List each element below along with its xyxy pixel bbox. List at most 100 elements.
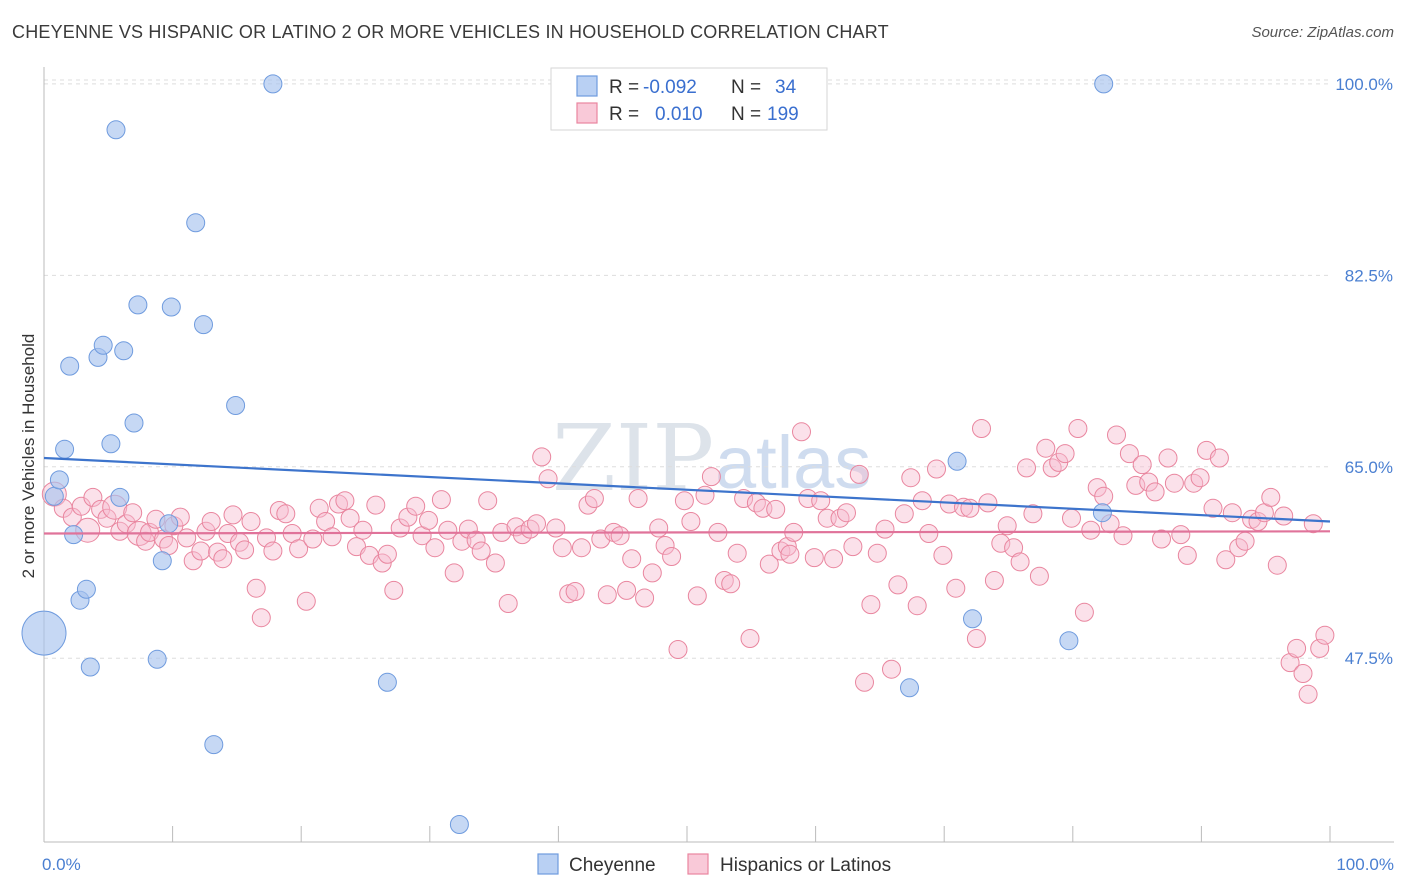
hispanic-point-107 bbox=[734, 489, 754, 508]
hispanic-point-82 bbox=[572, 538, 591, 558]
bottom-legend-label-cheyenne: Cheyenne bbox=[569, 855, 656, 876]
hispanic-point-133 bbox=[901, 468, 921, 488]
cheyenne-point-18 bbox=[152, 551, 172, 571]
hispanic-point-189 bbox=[1261, 487, 1281, 507]
cheyenne-point-1 bbox=[44, 486, 64, 506]
y-axis-label: 2 or more Vehicles in Household bbox=[19, 334, 38, 579]
cheyenne-point-23 bbox=[204, 735, 224, 755]
legend-box: R = -0.092 N = 34 R = 0.010 N = 199 bbox=[550, 67, 828, 131]
hispanic-point-121 bbox=[824, 549, 844, 569]
hispanic-point-125 bbox=[849, 464, 869, 484]
y-tick-label-3: 47.5% bbox=[1345, 649, 1393, 668]
hispanic-point-44 bbox=[322, 527, 342, 547]
cheyenne-point-7 bbox=[76, 579, 96, 599]
hispanic-point-132 bbox=[894, 504, 914, 524]
y-tick-label-2: 65.0% bbox=[1345, 458, 1393, 477]
hispanic-point-177 bbox=[1184, 473, 1204, 493]
hispanic-point-11 bbox=[123, 503, 143, 523]
cheyenne-point-4 bbox=[60, 356, 80, 376]
hispanic-point-159 bbox=[1068, 419, 1088, 438]
hispanic-point-39 bbox=[289, 539, 309, 559]
hispanic-point-20 bbox=[177, 528, 197, 548]
hispanic-point-138 bbox=[933, 545, 953, 565]
hispanic-point-57 bbox=[406, 496, 426, 516]
hispanic-point-142 bbox=[960, 498, 980, 518]
cheyenne-point-3 bbox=[55, 439, 75, 459]
legend-swatch-cheyenne bbox=[576, 75, 598, 97]
cheyenne-point-21 bbox=[186, 213, 206, 233]
hispanic-point-56 bbox=[398, 507, 418, 527]
bottom-legend-label-hispanic: Hispanics or Latinos bbox=[720, 855, 891, 876]
hispanic-point-192 bbox=[1280, 653, 1300, 673]
hispanic-point-84 bbox=[584, 489, 604, 508]
hispanic-point-78 bbox=[546, 518, 566, 538]
hispanic-point-62 bbox=[438, 520, 458, 540]
hispanic-point-108 bbox=[740, 629, 760, 648]
bottom-legend: Cheyenne Hispanics or Latinos bbox=[537, 853, 891, 876]
x-tick-label-max: 100.0% bbox=[1336, 855, 1394, 874]
hispanic-point-47 bbox=[340, 508, 360, 528]
hispanic-point-68 bbox=[478, 491, 498, 511]
hispanic-point-158 bbox=[1062, 508, 1081, 528]
hispanic-point-130 bbox=[882, 659, 901, 679]
hispanic-point-169 bbox=[1132, 455, 1152, 475]
cheyenne-point-30 bbox=[963, 609, 982, 629]
cheyenne-point-8 bbox=[80, 657, 100, 677]
hispanic-point-145 bbox=[978, 493, 998, 513]
hispanic-point-146 bbox=[984, 571, 1004, 590]
hispanic-point-51 bbox=[366, 495, 386, 515]
hispanic-point-157 bbox=[1055, 444, 1075, 464]
hispanic-point-26 bbox=[213, 549, 233, 569]
hispanic-point-40 bbox=[296, 591, 316, 611]
hispanic-point-147 bbox=[991, 533, 1011, 553]
hispanic-point-127 bbox=[861, 595, 881, 615]
hispanic-point-102 bbox=[701, 467, 721, 487]
hispanic-point-154 bbox=[1036, 438, 1056, 458]
hispanic-point-194 bbox=[1293, 664, 1313, 683]
hispanic-point-53 bbox=[377, 544, 397, 564]
hispanic-point-33 bbox=[251, 608, 271, 628]
hispanic-point-116 bbox=[792, 422, 811, 442]
hispanic-point-168 bbox=[1126, 475, 1146, 495]
cheyenne-point-12 bbox=[106, 120, 126, 140]
hispanic-point-89 bbox=[617, 580, 637, 600]
cheyenne-point-33 bbox=[1094, 74, 1114, 94]
hispanic-point-31 bbox=[241, 512, 261, 531]
hispanic-point-178 bbox=[1190, 468, 1210, 488]
hispanic-point-165 bbox=[1107, 425, 1126, 445]
hispanic-point-118 bbox=[804, 548, 824, 568]
hispanic-point-23 bbox=[196, 521, 216, 541]
hispanic-point-41 bbox=[303, 529, 323, 549]
hispanic-point-95 bbox=[655, 536, 675, 555]
bottom-legend-swatch-hispanic bbox=[687, 853, 709, 875]
hispanic-point-76 bbox=[532, 447, 552, 467]
x-tick-label-min: 0.0% bbox=[42, 855, 81, 874]
legend-r-value-1: -0.092 bbox=[643, 77, 697, 98]
hispanic-point-134 bbox=[907, 596, 927, 616]
hispanic-point-91 bbox=[628, 489, 648, 508]
hispanic-point-136 bbox=[919, 524, 939, 543]
hispanic-point-167 bbox=[1119, 444, 1139, 464]
hispanic-point-198 bbox=[1315, 625, 1335, 645]
hispanic-point-199 bbox=[780, 544, 800, 564]
hispanic-point-99 bbox=[681, 512, 701, 531]
hispanic-point-94 bbox=[649, 518, 669, 538]
hispanic-point-59 bbox=[419, 510, 438, 530]
hispanic-point-185 bbox=[1235, 531, 1255, 551]
hispanic-point-166 bbox=[1113, 526, 1133, 546]
cheyenne-point-29 bbox=[947, 451, 967, 471]
hispanic-point-128 bbox=[867, 543, 887, 563]
hispanic-point-61 bbox=[431, 490, 451, 510]
cheyenne-point-0 bbox=[21, 610, 67, 656]
hispanic-point-86 bbox=[597, 585, 617, 605]
hispanic-point-106 bbox=[727, 543, 747, 563]
hispanic-point-60 bbox=[425, 538, 445, 558]
hispanic-point-123 bbox=[837, 503, 856, 523]
y-tick-label-0: 100.0% bbox=[1335, 75, 1393, 94]
hispanic-point-21 bbox=[183, 551, 203, 571]
cheyenne-trend-line bbox=[43, 456, 1331, 523]
hispanic-point-170 bbox=[1139, 472, 1159, 492]
hispanic-trend-line bbox=[43, 530, 1331, 535]
cheyenne-point-24 bbox=[226, 396, 246, 415]
hispanic-point-196 bbox=[1303, 514, 1323, 534]
